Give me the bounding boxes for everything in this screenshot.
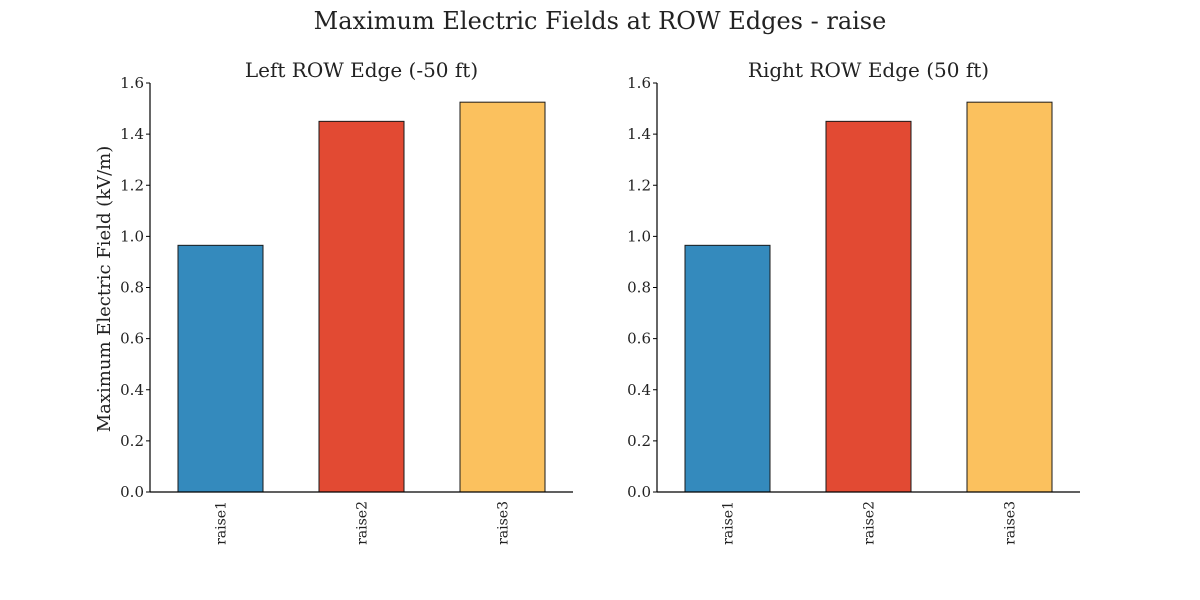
y-tick-label: 1.4 [120,125,144,143]
x-tick-label: raise3 [1003,501,1019,545]
y-tick-label: 0.6 [120,330,144,348]
y-tick-label: 0.8 [627,279,651,297]
y-tick-label: 1.0 [120,227,144,245]
y-tick-label: 0.2 [627,432,651,450]
bar-raise2 [318,120,405,493]
panel-title-left: Left ROW Edge (-50 ft) [245,58,478,82]
y-tick-label: 0.2 [120,432,144,450]
y-tick-label: 0.4 [120,381,144,399]
y-tick-label: 1.4 [627,125,651,143]
x-tick-label: raise3 [496,501,512,545]
y-tick-label: 0.8 [120,279,144,297]
x-tick-label: raise2 [862,501,878,545]
bar-raise3 [966,101,1053,493]
bar-raise2 [825,120,912,493]
x-tick-label: raise1 [214,501,230,545]
bar-raise3 [459,101,546,493]
y-tick-label: 1.2 [120,176,144,194]
x-tick-label: raise1 [721,501,737,545]
y-tick-label: 0.4 [627,381,651,399]
y-axis-label: Maximum Electric Field (kV/m) [94,146,115,433]
y-tick-label: 0.0 [627,483,651,501]
y-tick-label: 1.6 [120,74,144,92]
x-tick-label: raise2 [355,501,371,545]
y-tick-label: 1.0 [627,227,651,245]
bar-raise1 [684,244,771,493]
panel-title-right: Right ROW Edge (50 ft) [748,58,989,82]
y-tick-label: 0.0 [120,483,144,501]
chart-panel-right: Right ROW Edge (50 ft) raise1 raise2 raise3… [627,58,1080,545]
bar-raise1 [177,244,264,493]
y-tick-label: 1.2 [627,176,651,194]
chart-panel-left: Left ROW Edge (-50 ft) raise1 raise2 raise3… [120,58,573,545]
figure-title: Maximum Electric Fields at ROW Edges - r… [314,7,887,35]
y-tick-label: 1.6 [627,74,651,92]
y-tick-label: 0.6 [627,330,651,348]
